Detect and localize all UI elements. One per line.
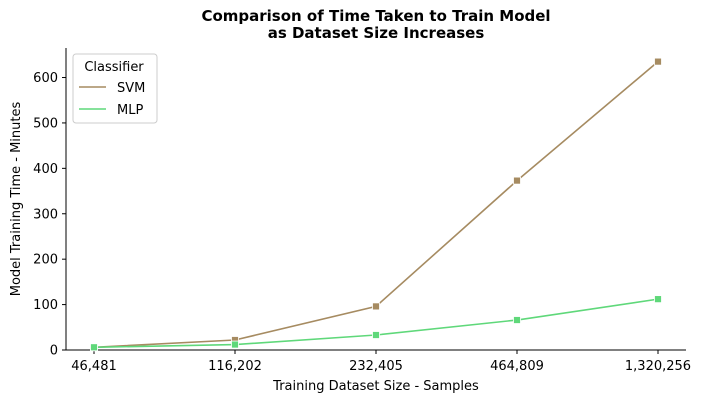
legend-box: [72, 53, 158, 124]
data-point-svm: [372, 302, 380, 311]
legend-label-svm: SVM: [117, 81, 145, 96]
y-tick-label: 500: [33, 116, 58, 131]
y-ticks: 0 100 200 300 400 500 600: [33, 71, 66, 359]
x-tick-label: 1,320,256: [625, 359, 691, 374]
data-point-mlp: [372, 331, 380, 339]
x-tick-label: 46,481: [71, 359, 117, 374]
series-markers: [90, 57, 662, 352]
x-ticks: 46,481 116,202 232,405 464,809 1,320,256: [71, 350, 691, 374]
legend: Classifier SVM MLP: [72, 53, 158, 124]
data-point-svm: [654, 57, 662, 66]
y-axis-label: Model Training Time - Minutes: [9, 102, 24, 297]
data-point-svm: [513, 176, 521, 185]
y-tick-label: 400: [33, 162, 58, 177]
data-point-mlp: [90, 343, 98, 352]
x-tick-label: 464,809: [490, 359, 544, 374]
legend-label-mlp: MLP: [117, 103, 143, 118]
chart-title-line-2: as Dataset Size Increases: [268, 24, 485, 42]
x-tick-label: 232,405: [349, 359, 403, 374]
chart-title-line-1: Comparison of Time Taken to Train Model: [201, 7, 550, 25]
legend-title: Classifier: [84, 60, 144, 75]
y-tick-label: 600: [33, 71, 58, 86]
y-tick-label: 300: [33, 207, 58, 222]
plot-area: 0 100 200 300 400 500 600 46,481 116,202 232,405…: [33, 48, 691, 374]
data-point-mlp: [231, 340, 239, 349]
y-tick-label: 0: [50, 344, 58, 359]
data-point-mlp: [513, 316, 521, 324]
y-tick-label: 100: [33, 298, 58, 313]
data-point-mlp: [654, 295, 662, 304]
y-tick-label: 200: [33, 253, 58, 268]
legend-entries: SVM MLP: [79, 81, 145, 118]
x-axis-label: Training Dataset Size - Samples: [272, 379, 479, 394]
x-tick-label: 116,202: [208, 359, 262, 374]
